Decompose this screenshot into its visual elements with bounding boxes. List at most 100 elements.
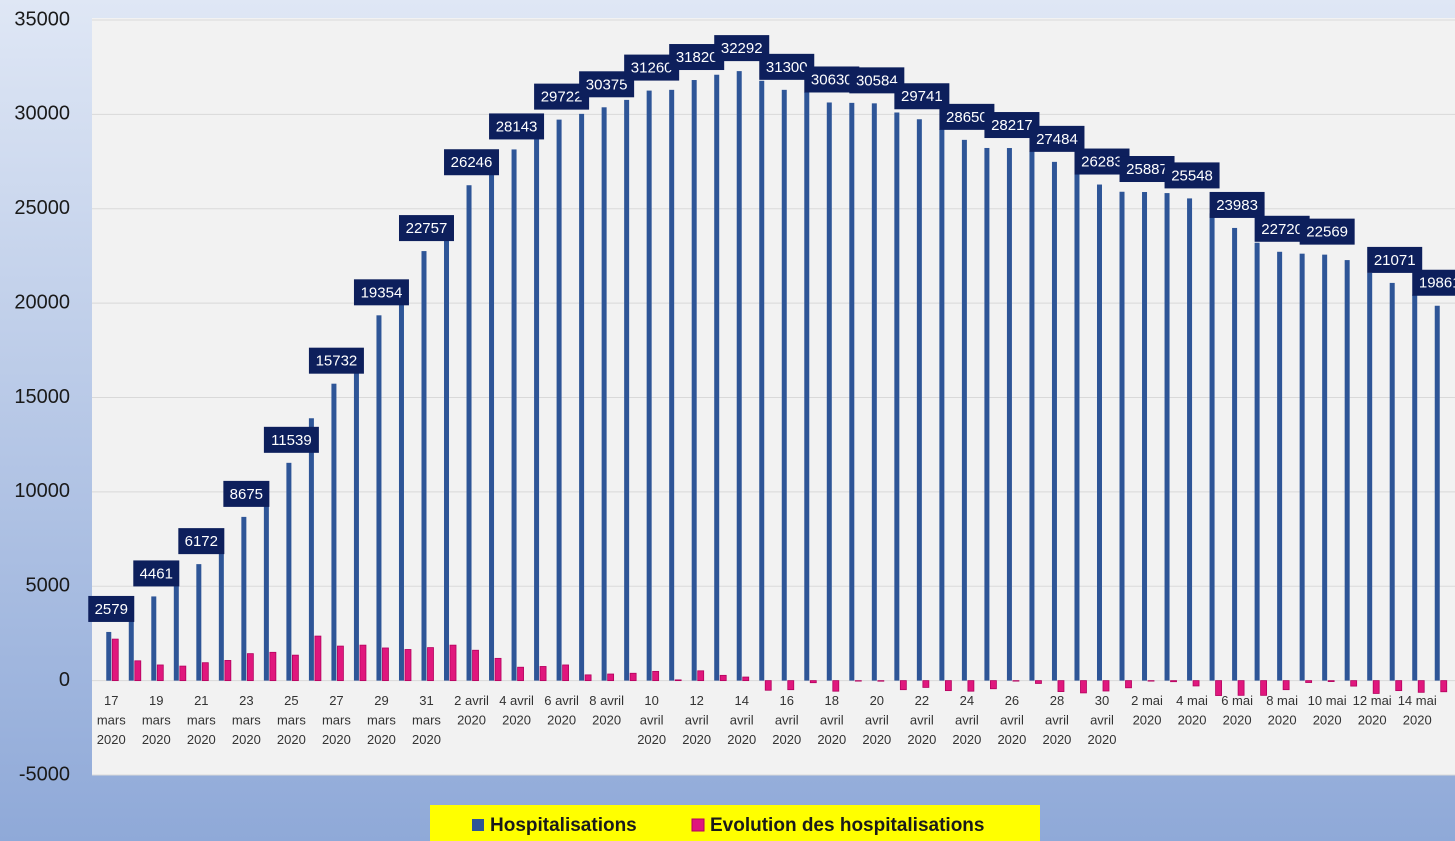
bar [534, 135, 540, 681]
bar [1322, 254, 1328, 681]
y-tick-label: 5000 [26, 575, 71, 597]
data-label-text: 28217 [991, 117, 1033, 134]
bar [449, 644, 457, 682]
bar [201, 662, 209, 682]
data-label-box [133, 560, 180, 587]
bar [494, 657, 502, 682]
x-tick-label: 21 mars 2020 [187, 693, 216, 747]
bar [246, 653, 254, 682]
data-label-box [1412, 269, 1455, 296]
x-tick-label: 4 avril 2020 [499, 693, 534, 728]
bar [849, 102, 855, 681]
x-tick-label: 26 avril 2020 [997, 693, 1026, 747]
bar [562, 664, 569, 682]
data-label-box [1367, 246, 1423, 273]
bar [1119, 191, 1125, 681]
data-label: 28143 [489, 113, 545, 140]
data-label-text: 30584 [856, 72, 898, 89]
x-tick-label: 12 mai 2020 [1353, 693, 1392, 728]
data-label-text: 11539 [271, 432, 312, 449]
bar [1367, 272, 1373, 681]
x-tick-label: 25 mars 2020 [277, 693, 306, 747]
legend-box [430, 805, 1040, 841]
bar [1232, 227, 1238, 681]
bar [1209, 213, 1215, 681]
x-tick-label: 6 avril 2020 [544, 693, 579, 728]
bar [128, 612, 134, 681]
y-tick-label: 35000 [14, 8, 70, 30]
bar [314, 635, 322, 682]
x-tick-label: 17 mars 2020 [97, 693, 126, 747]
bar [151, 596, 157, 681]
bar [1277, 251, 1283, 681]
legend-label: Hospitalisations [490, 815, 637, 836]
data-label-text: 26283 [1081, 154, 1123, 171]
bar [1170, 680, 1177, 683]
data-label-box [1209, 191, 1265, 218]
data-label: 2579 [88, 595, 135, 622]
bar [241, 516, 247, 681]
x-tick-label: 14 mai 2020 [1398, 693, 1437, 728]
bar [1282, 680, 1290, 691]
data-label: 26246 [444, 149, 500, 176]
bar [1412, 294, 1418, 681]
x-tick-label: 23 mars 2020 [232, 693, 261, 747]
bar [922, 680, 930, 688]
bar [781, 89, 787, 681]
bar [990, 680, 997, 690]
bar [106, 631, 112, 681]
bar [1147, 680, 1155, 682]
x-tick-label: 16 avril 2020 [772, 693, 801, 747]
bar [1395, 680, 1403, 692]
data-label: 28217 [984, 112, 1040, 139]
data-label-box [1164, 162, 1220, 189]
bar [308, 418, 314, 681]
data-label-box [444, 149, 500, 176]
bar [1417, 680, 1425, 693]
x-tick-label: 10 mai 2020 [1308, 693, 1347, 728]
bar [539, 666, 547, 682]
data-label-text: 15732 [316, 353, 358, 370]
x-tick-label: 8 avril 2020 [589, 693, 624, 728]
bar [1327, 680, 1335, 682]
x-tick-label: 28 avril 2020 [1042, 693, 1071, 747]
data-label-text: 8675 [230, 486, 263, 503]
data-label-text: 6172 [185, 533, 218, 550]
bar [697, 670, 705, 682]
x-tick-label: 8 mai 2020 [1266, 693, 1298, 728]
bar [1305, 680, 1313, 683]
data-label: 6172 [178, 528, 225, 555]
x-tick-label: 20 avril 2020 [862, 693, 891, 747]
bar [427, 647, 434, 682]
bar [719, 674, 727, 682]
bar [1074, 174, 1080, 681]
bar [398, 284, 404, 681]
bar [787, 680, 795, 691]
data-label-text: 4461 [140, 565, 173, 582]
bar [291, 654, 299, 682]
bar [1096, 184, 1102, 681]
data-label-text: 31260 [631, 60, 673, 77]
bar [1254, 242, 1260, 681]
bar [916, 119, 922, 681]
bar [337, 645, 344, 682]
bar [624, 99, 630, 681]
data-label-box [489, 113, 545, 140]
bar [353, 348, 359, 681]
bar [1142, 192, 1148, 681]
data-label: 30584 [849, 67, 905, 94]
bar [331, 383, 337, 681]
bar [1344, 260, 1350, 681]
data-label-text: 27484 [1036, 131, 1078, 148]
data-label-text: 22569 [1306, 224, 1348, 241]
bar [871, 103, 877, 681]
x-tick-label: 14 avril 2020 [727, 693, 756, 747]
bar [1389, 282, 1395, 681]
bar [674, 679, 682, 682]
bar [804, 91, 810, 681]
data-label-box [308, 347, 364, 374]
data-label: 27484 [1029, 125, 1085, 152]
x-tick-label: 2 mai 2020 [1131, 693, 1163, 728]
